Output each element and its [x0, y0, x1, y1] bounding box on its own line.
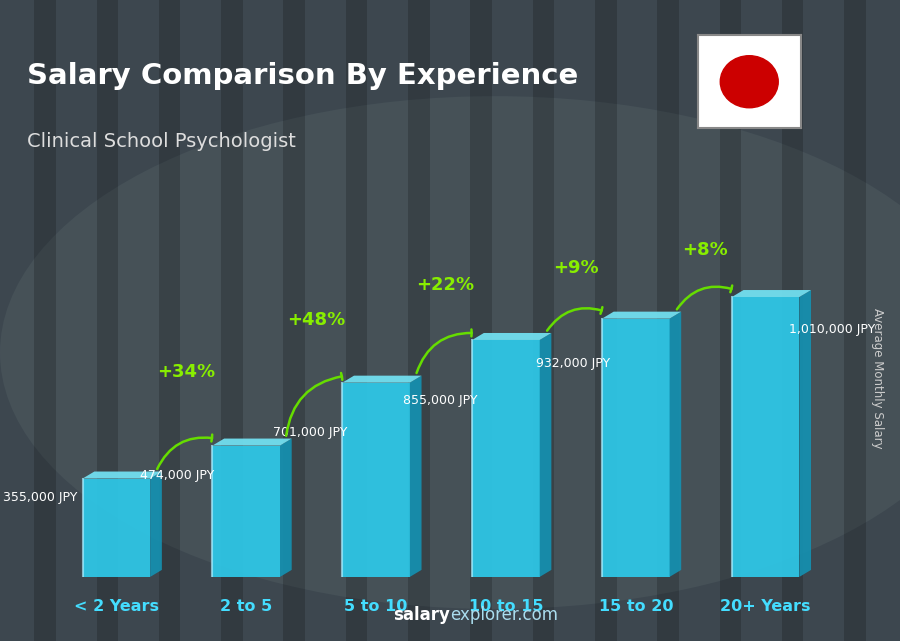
Polygon shape	[670, 312, 681, 577]
Text: 855,000 JPY: 855,000 JPY	[403, 394, 477, 407]
Bar	[96, 0, 118, 641]
Polygon shape	[212, 438, 292, 445]
Text: 1,010,000 JPY: 1,010,000 JPY	[789, 322, 875, 336]
Text: explorer.com: explorer.com	[450, 606, 558, 624]
Polygon shape	[732, 297, 799, 577]
Bar	[34, 0, 56, 641]
Text: 20+ Years: 20+ Years	[720, 599, 811, 614]
Polygon shape	[410, 376, 421, 577]
Bar	[533, 0, 554, 641]
Bar	[657, 0, 679, 641]
Text: 701,000 JPY: 701,000 JPY	[273, 426, 347, 438]
Text: 15 to 20: 15 to 20	[598, 599, 673, 614]
Text: +22%: +22%	[417, 276, 474, 294]
Polygon shape	[602, 319, 670, 577]
Bar	[221, 0, 243, 641]
Polygon shape	[83, 472, 162, 479]
Text: Salary Comparison By Experience: Salary Comparison By Experience	[27, 62, 578, 90]
Text: +48%: +48%	[287, 311, 345, 329]
Text: 2 to 5: 2 to 5	[220, 599, 273, 614]
Polygon shape	[342, 376, 421, 383]
Polygon shape	[342, 383, 410, 577]
Polygon shape	[212, 445, 280, 577]
Bar	[408, 0, 429, 641]
Text: Clinical School Psychologist: Clinical School Psychologist	[27, 132, 296, 151]
Text: 474,000 JPY: 474,000 JPY	[140, 469, 214, 482]
Polygon shape	[280, 438, 292, 577]
Bar	[595, 0, 616, 641]
Bar	[284, 0, 305, 641]
Bar	[844, 0, 866, 641]
Circle shape	[720, 56, 778, 108]
Text: 10 to 15: 10 to 15	[469, 599, 544, 614]
Polygon shape	[602, 312, 681, 319]
Polygon shape	[150, 472, 162, 577]
Text: +34%: +34%	[157, 363, 215, 381]
Polygon shape	[732, 290, 811, 297]
Text: +9%: +9%	[553, 259, 599, 277]
Text: 932,000 JPY: 932,000 JPY	[536, 357, 610, 370]
Polygon shape	[540, 333, 552, 577]
Polygon shape	[799, 290, 811, 577]
Ellipse shape	[0, 96, 900, 609]
Text: 355,000 JPY: 355,000 JPY	[3, 491, 77, 504]
Text: salary: salary	[393, 606, 450, 624]
Text: Average Monthly Salary: Average Monthly Salary	[871, 308, 884, 449]
Bar	[782, 0, 804, 641]
Text: < 2 Years: < 2 Years	[74, 599, 159, 614]
Bar	[158, 0, 180, 641]
Polygon shape	[472, 333, 552, 340]
Bar	[720, 0, 742, 641]
Bar	[471, 0, 492, 641]
Text: 5 to 10: 5 to 10	[345, 599, 408, 614]
Polygon shape	[472, 340, 540, 577]
Bar	[346, 0, 367, 641]
Text: +8%: +8%	[682, 241, 728, 259]
Polygon shape	[83, 479, 150, 577]
